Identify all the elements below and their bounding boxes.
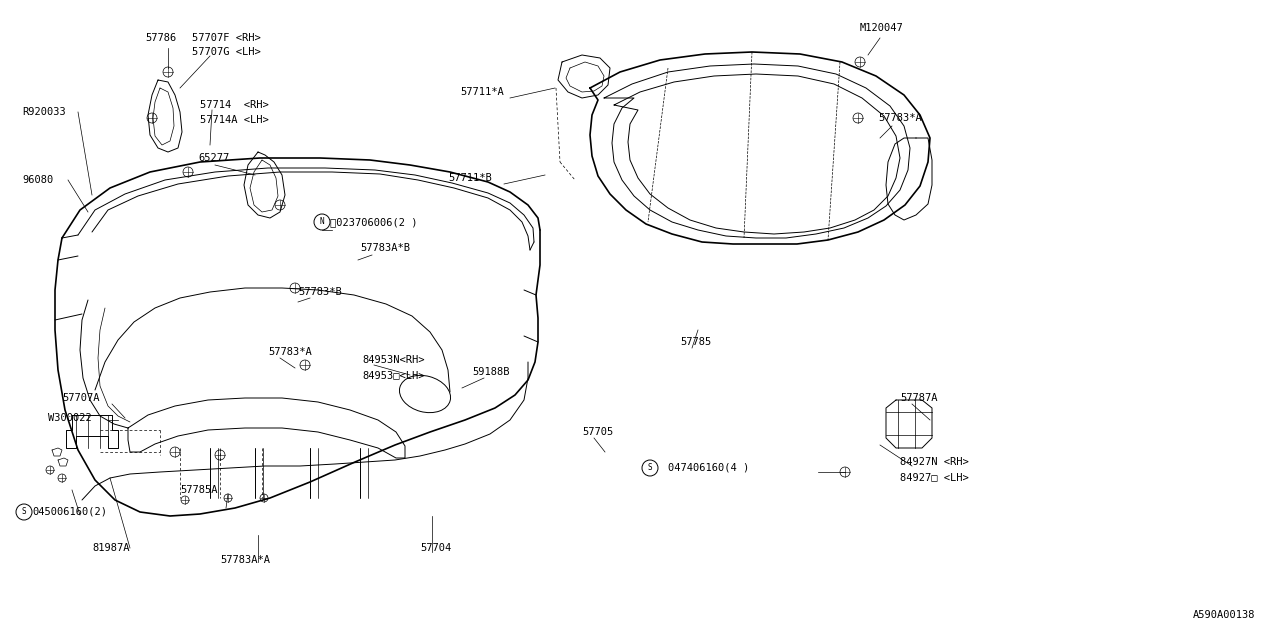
Text: 65277: 65277 — [198, 153, 229, 163]
Text: 57783*A: 57783*A — [878, 113, 922, 123]
Text: 84927□ <LH>: 84927□ <LH> — [900, 472, 969, 482]
Text: 57707A: 57707A — [61, 393, 100, 403]
Text: 57707G <LH>: 57707G <LH> — [192, 47, 261, 57]
Text: 57786: 57786 — [145, 33, 177, 43]
Text: 57711*B: 57711*B — [448, 173, 492, 183]
Text: 96080: 96080 — [22, 175, 54, 185]
Text: N: N — [320, 218, 324, 227]
Text: 57707F <RH>: 57707F <RH> — [192, 33, 261, 43]
Text: S: S — [648, 463, 653, 472]
Text: 84953N<RH>: 84953N<RH> — [362, 355, 425, 365]
Text: 57705: 57705 — [582, 427, 613, 437]
Text: 57785A: 57785A — [180, 485, 218, 495]
Text: 84927N <RH>: 84927N <RH> — [900, 457, 969, 467]
Text: W300022: W300022 — [49, 413, 92, 423]
Text: 59188B: 59188B — [472, 367, 509, 377]
Text: 57783*B: 57783*B — [298, 287, 342, 297]
Text: 57787A: 57787A — [900, 393, 937, 403]
Text: 047406160(4 ): 047406160(4 ) — [668, 463, 749, 473]
Text: 81987A: 81987A — [92, 543, 129, 553]
Text: 57783*A: 57783*A — [268, 347, 312, 357]
Text: 57711*A: 57711*A — [460, 87, 504, 97]
Text: R920033: R920033 — [22, 107, 65, 117]
Text: 57783A*B: 57783A*B — [360, 243, 410, 253]
Text: 57785: 57785 — [680, 337, 712, 347]
Text: ⓝ023706006(2 ): ⓝ023706006(2 ) — [330, 217, 417, 227]
Text: 84953□<LH>: 84953□<LH> — [362, 370, 425, 380]
Text: S: S — [22, 508, 27, 516]
Ellipse shape — [399, 375, 451, 413]
Text: A590A00138: A590A00138 — [1193, 610, 1254, 620]
Text: 57714A <LH>: 57714A <LH> — [200, 115, 269, 125]
Text: 57714  <RH>: 57714 <RH> — [200, 100, 269, 110]
Text: 57783A*A: 57783A*A — [220, 555, 270, 565]
Text: 045006160(2): 045006160(2) — [32, 507, 108, 517]
Text: M120047: M120047 — [860, 23, 904, 33]
Text: 57704: 57704 — [420, 543, 452, 553]
